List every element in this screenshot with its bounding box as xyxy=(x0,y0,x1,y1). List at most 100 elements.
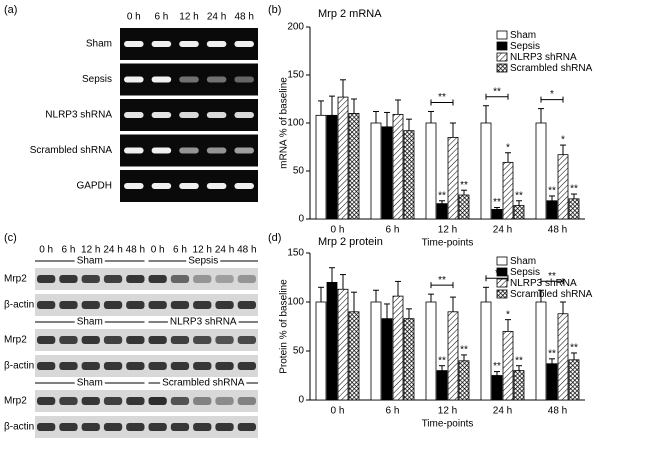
blot-band xyxy=(193,275,212,283)
gel-band xyxy=(206,76,227,83)
bar xyxy=(370,301,382,401)
blot-band xyxy=(148,301,167,309)
significance-mark: ** xyxy=(438,275,446,286)
blot-band xyxy=(215,362,234,370)
bar xyxy=(557,154,569,220)
y-tick-label: 150 xyxy=(287,70,304,81)
group-label-bg xyxy=(74,377,105,389)
y-tick-label: 200 xyxy=(287,22,304,33)
legend-swatch xyxy=(496,256,508,266)
significance-mark: * xyxy=(506,309,510,320)
bar xyxy=(337,288,349,401)
y-tick-label: 0 xyxy=(298,214,304,225)
bar xyxy=(535,122,547,220)
blot-band xyxy=(170,336,190,344)
y-tick-label: 100 xyxy=(287,297,304,308)
blot-band xyxy=(215,275,234,283)
legend-swatch xyxy=(496,289,508,299)
x-tick-label: 48 h xyxy=(548,225,567,236)
bar xyxy=(447,136,459,220)
x-axis-label: Time-points xyxy=(422,238,474,249)
bar xyxy=(513,205,525,220)
bar xyxy=(491,208,503,220)
blot-band xyxy=(37,336,56,344)
blot-band xyxy=(215,336,234,344)
blot-band xyxy=(215,397,234,405)
y-axis-label: mRNA % of baseline xyxy=(279,77,290,169)
legend-swatch xyxy=(496,52,508,62)
blot-band xyxy=(126,362,145,370)
blot-band xyxy=(81,397,100,405)
lane-label: 48 h xyxy=(234,12,253,23)
significance-mark: ** xyxy=(493,197,501,208)
blot-band xyxy=(170,397,190,405)
lane-label: 6 h xyxy=(61,245,75,256)
bar xyxy=(348,113,360,220)
bar xyxy=(436,370,448,401)
chart-title: Mrp 2 protein xyxy=(318,236,383,248)
significance-mark: ** xyxy=(548,186,556,197)
bar xyxy=(337,96,349,220)
bar xyxy=(326,114,338,220)
significance-mark: ** xyxy=(570,343,578,354)
blot-band xyxy=(81,423,100,431)
gel-band xyxy=(234,112,254,118)
blot-band xyxy=(126,336,145,344)
blot-band xyxy=(59,301,78,309)
gel-band xyxy=(124,41,144,47)
gel-band xyxy=(234,183,254,189)
bar xyxy=(535,301,547,401)
significance-mark: ** xyxy=(493,361,501,372)
gel-band xyxy=(206,147,227,154)
blot-band xyxy=(126,397,145,405)
bar xyxy=(381,318,393,401)
bar xyxy=(546,363,558,401)
row-label: Sham xyxy=(86,39,112,50)
blot-band xyxy=(215,301,234,309)
bar xyxy=(436,203,448,220)
row-label: Mrp2 xyxy=(4,274,27,285)
bar xyxy=(568,359,580,401)
gel-band xyxy=(179,76,199,83)
blot-band xyxy=(103,397,123,405)
row-label: β-actin xyxy=(4,300,34,311)
lane-label: 12 h xyxy=(193,245,212,256)
bar xyxy=(458,360,470,401)
bar xyxy=(381,126,393,220)
legend-swatch xyxy=(496,63,508,73)
gel-band xyxy=(234,76,254,83)
group-label-bg xyxy=(186,255,221,267)
row-label: β-actin xyxy=(4,361,34,372)
blot-band xyxy=(37,275,56,283)
panel-label: (b) xyxy=(268,4,281,16)
blot-band xyxy=(148,275,167,283)
blot-band xyxy=(81,336,100,344)
gel-band xyxy=(206,41,227,47)
legend-swatch xyxy=(496,41,508,51)
x-axis-label: Time-points xyxy=(422,419,474,430)
group-label: Sepsis xyxy=(188,256,218,267)
gel-band xyxy=(124,112,144,118)
bar xyxy=(425,301,437,401)
y-axis-label: Protein % of baseline xyxy=(279,279,290,374)
gel-band xyxy=(179,112,199,118)
blot-strip xyxy=(35,390,258,412)
blot-strip xyxy=(35,268,258,290)
blot-band xyxy=(193,362,212,370)
row-label: Mrp2 xyxy=(4,335,27,346)
bar xyxy=(480,301,492,401)
row-label: β-actin xyxy=(4,422,34,433)
bar xyxy=(513,370,525,401)
bar xyxy=(392,113,404,220)
legend-swatch xyxy=(496,30,508,40)
x-tick-label: 12 h xyxy=(438,225,457,236)
row-label: GAPDH xyxy=(76,181,112,192)
group-label-bg xyxy=(160,377,247,389)
legend-label: Scrambled shRNA xyxy=(510,289,593,300)
bar xyxy=(502,161,514,220)
significance-mark: ** xyxy=(493,86,501,97)
legend-swatch xyxy=(496,278,508,288)
legend-label: Sham xyxy=(510,256,536,267)
blot-band xyxy=(103,301,123,309)
